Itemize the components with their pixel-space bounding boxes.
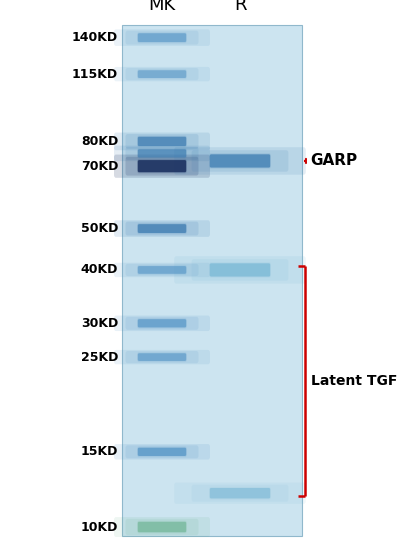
- FancyBboxPatch shape: [126, 147, 198, 160]
- FancyBboxPatch shape: [137, 521, 187, 534]
- FancyBboxPatch shape: [114, 316, 210, 331]
- FancyBboxPatch shape: [210, 488, 270, 498]
- FancyBboxPatch shape: [126, 156, 198, 175]
- FancyBboxPatch shape: [137, 352, 187, 362]
- FancyBboxPatch shape: [114, 350, 210, 364]
- FancyBboxPatch shape: [126, 317, 198, 330]
- FancyBboxPatch shape: [138, 266, 186, 274]
- FancyBboxPatch shape: [137, 69, 187, 79]
- FancyBboxPatch shape: [138, 522, 186, 533]
- FancyBboxPatch shape: [114, 517, 210, 537]
- FancyBboxPatch shape: [192, 484, 288, 502]
- FancyBboxPatch shape: [126, 134, 198, 149]
- Text: 140KD: 140KD: [72, 31, 118, 44]
- Text: 25KD: 25KD: [81, 351, 118, 364]
- FancyBboxPatch shape: [114, 29, 210, 46]
- Text: 80KD: 80KD: [81, 135, 118, 148]
- FancyBboxPatch shape: [138, 448, 186, 456]
- FancyBboxPatch shape: [138, 33, 186, 42]
- FancyBboxPatch shape: [209, 487, 271, 499]
- FancyBboxPatch shape: [137, 223, 187, 234]
- FancyBboxPatch shape: [138, 224, 186, 233]
- FancyBboxPatch shape: [114, 220, 210, 237]
- FancyBboxPatch shape: [209, 153, 271, 169]
- Text: 115KD: 115KD: [72, 67, 118, 81]
- FancyBboxPatch shape: [114, 263, 210, 277]
- FancyBboxPatch shape: [137, 159, 187, 173]
- FancyBboxPatch shape: [174, 256, 306, 284]
- Text: MK: MK: [148, 0, 176, 14]
- FancyBboxPatch shape: [114, 67, 210, 81]
- FancyBboxPatch shape: [138, 319, 186, 327]
- FancyBboxPatch shape: [126, 264, 198, 276]
- FancyBboxPatch shape: [137, 32, 187, 43]
- FancyBboxPatch shape: [174, 483, 306, 504]
- FancyBboxPatch shape: [137, 148, 187, 159]
- FancyBboxPatch shape: [138, 70, 186, 78]
- Text: GARP: GARP: [310, 153, 357, 169]
- Text: 30KD: 30KD: [81, 317, 118, 330]
- FancyBboxPatch shape: [126, 222, 198, 236]
- FancyBboxPatch shape: [174, 147, 306, 175]
- FancyBboxPatch shape: [192, 259, 288, 281]
- Text: R: R: [234, 0, 246, 14]
- FancyBboxPatch shape: [210, 263, 270, 276]
- FancyBboxPatch shape: [126, 351, 198, 363]
- FancyBboxPatch shape: [114, 145, 210, 161]
- Bar: [122, 25, 302, 536]
- Text: 10KD: 10KD: [81, 520, 118, 534]
- FancyBboxPatch shape: [138, 160, 186, 172]
- FancyBboxPatch shape: [137, 318, 187, 328]
- FancyBboxPatch shape: [209, 262, 271, 278]
- Text: 50KD: 50KD: [81, 222, 118, 235]
- FancyBboxPatch shape: [138, 353, 186, 361]
- FancyBboxPatch shape: [126, 31, 198, 45]
- FancyBboxPatch shape: [138, 149, 186, 158]
- Text: Latent TGF beta: Latent TGF beta: [311, 374, 400, 388]
- FancyBboxPatch shape: [137, 135, 187, 147]
- FancyBboxPatch shape: [126, 445, 198, 458]
- Text: 40KD: 40KD: [81, 263, 118, 276]
- FancyBboxPatch shape: [126, 68, 198, 80]
- FancyBboxPatch shape: [126, 519, 198, 535]
- FancyBboxPatch shape: [137, 265, 187, 275]
- Text: 15KD: 15KD: [81, 445, 118, 458]
- FancyBboxPatch shape: [114, 133, 210, 150]
- FancyBboxPatch shape: [114, 154, 210, 178]
- FancyBboxPatch shape: [138, 137, 186, 146]
- FancyBboxPatch shape: [137, 447, 187, 457]
- FancyBboxPatch shape: [192, 150, 288, 171]
- Text: 70KD: 70KD: [81, 160, 118, 173]
- FancyBboxPatch shape: [114, 444, 210, 460]
- FancyBboxPatch shape: [210, 154, 270, 168]
